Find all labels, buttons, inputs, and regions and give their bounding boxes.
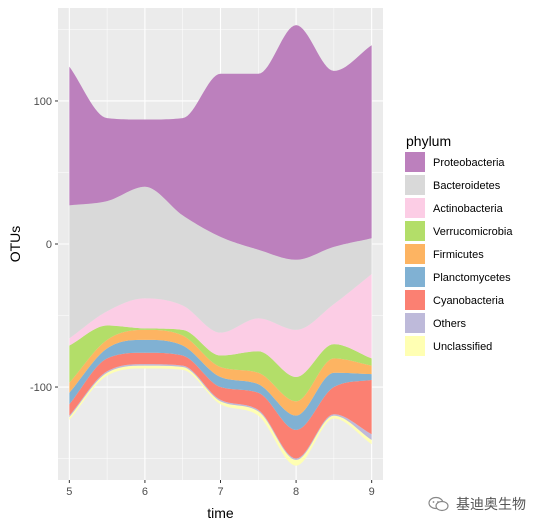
legend-key-others	[405, 313, 425, 333]
legend-key-cyanobacteria	[405, 290, 425, 310]
legend: phylum Proteobacteria Bacteroidetes Actinob…	[405, 133, 513, 356]
legend-label-others: Others	[433, 318, 467, 330]
watermark: 基迪奥生物	[428, 494, 526, 514]
y-tick-label: 0	[46, 239, 52, 251]
area-cyanobacteria	[69, 352, 372, 459]
y-tick-label: -100	[30, 382, 52, 394]
legend-key-bacteroidetes	[405, 175, 425, 195]
area-verrucomicrobia	[69, 325, 372, 402]
legend-key-planctomycetes	[405, 267, 425, 287]
legend-key-proteobacteria	[405, 152, 425, 172]
y-axis-title: OTUs	[7, 226, 23, 263]
area-bacteroidetes	[69, 186, 372, 339]
area-planctomycetes	[69, 339, 372, 430]
y-tick-label: 100	[34, 96, 52, 108]
legend-label-bacteroidetes: Bacteroidetes	[433, 180, 501, 192]
legend-label-proteobacteria: Proteobacteria	[433, 157, 505, 169]
area-actinobacteria	[69, 274, 372, 378]
legend-key-actinobacteria	[405, 198, 425, 218]
legend-label-planctomycetes: Planctomycetes	[433, 272, 511, 284]
x-tick-label: 9	[369, 486, 375, 498]
area-firmicutes	[69, 329, 372, 416]
area-proteobacteria	[69, 25, 372, 260]
legend-label-firmicutes: Firmicutes	[433, 249, 484, 261]
legend-key-verrucomicrobia	[405, 221, 425, 241]
legend-label-unclassified: Unclassified	[433, 341, 492, 353]
x-tick-label: 8	[293, 486, 299, 498]
legend-key-firmicutes	[405, 244, 425, 264]
legend-label-actinobacteria: Actinobacteria	[433, 203, 504, 215]
legend-title: phylum	[406, 133, 451, 149]
x-axis-title: time	[207, 505, 234, 521]
watermark-text: 基迪奥生物	[456, 497, 526, 513]
x-tick-label: 7	[217, 486, 223, 498]
legend-label-cyanobacteria: Cyanobacteria	[433, 295, 505, 307]
wechat-icon	[428, 496, 449, 512]
legend-key-unclassified	[405, 336, 425, 356]
x-tick-label: 6	[142, 486, 148, 498]
x-tick-label: 5	[66, 486, 72, 498]
legend-label-verrucomicrobia: Verrucomicrobia	[433, 226, 513, 238]
